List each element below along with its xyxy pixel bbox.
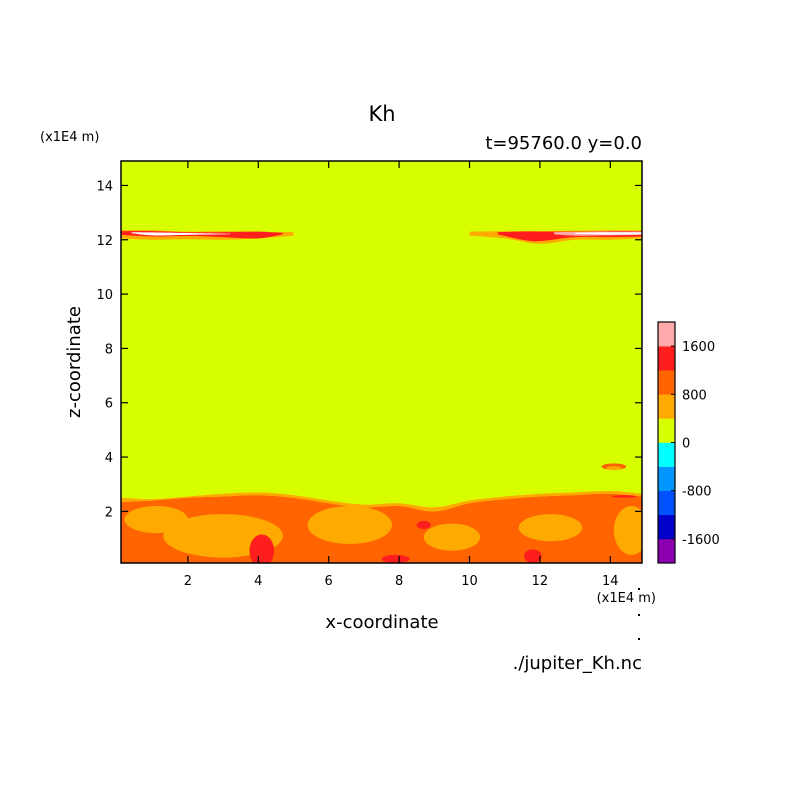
region-blob-d bbox=[423, 523, 481, 551]
y-tick-label: 6 bbox=[105, 397, 113, 412]
x-tick-label: 8 bbox=[395, 574, 403, 589]
y-tick-label: 8 bbox=[105, 342, 113, 357]
colorbar-label: -1600 bbox=[682, 533, 720, 548]
region-blob-h bbox=[416, 520, 431, 530]
y-tick-label: 2 bbox=[105, 505, 113, 520]
region-lower-layer-light-orange bbox=[121, 490, 642, 512]
colorbar-swatch bbox=[658, 394, 675, 419]
colorbar-swatch bbox=[658, 370, 675, 395]
colorbar-swatch bbox=[658, 538, 675, 564]
region-upper-band-right-white bbox=[575, 232, 642, 235]
region-blob-i bbox=[524, 549, 542, 563]
region-blob-e bbox=[518, 514, 583, 542]
y-axis-label: z-coordinate bbox=[64, 306, 85, 418]
colorbar-swatch bbox=[658, 322, 675, 347]
x-unit-dots bbox=[638, 588, 640, 640]
y-unit-label: (x1E4 m) bbox=[40, 130, 99, 145]
region-upper-band-left-white bbox=[131, 232, 231, 236]
colorbar-label: -800 bbox=[682, 485, 712, 500]
colorbar-label: 800 bbox=[682, 388, 707, 403]
y-axis: 2 4 6 8 10 12 14 bbox=[96, 179, 642, 520]
region-blob-j bbox=[381, 554, 410, 563]
colorbar-swatch bbox=[658, 514, 675, 540]
x-axis-label: x-coordinate bbox=[325, 612, 438, 633]
y-tick-label: 12 bbox=[96, 234, 113, 249]
y-tick-label: 10 bbox=[96, 288, 113, 303]
colorbar-label: 0 bbox=[682, 437, 690, 452]
region-blob-k bbox=[612, 495, 637, 498]
x-tick-label: 2 bbox=[184, 574, 192, 589]
colorbar-swatch bbox=[658, 490, 675, 516]
plot-frame bbox=[120, 160, 643, 564]
x-tick-label: 10 bbox=[461, 574, 478, 589]
chart-title: Kh bbox=[368, 102, 395, 126]
x-tick-label: 14 bbox=[602, 574, 619, 589]
y-tick-label: 14 bbox=[96, 179, 113, 194]
colorbar: -1600 -800 0 800 1600 bbox=[657, 321, 720, 564]
region-blob-m bbox=[606, 466, 622, 470]
colorbar-swatch bbox=[658, 442, 675, 467]
source-file-label: ./jupiter_Kh.nc bbox=[513, 653, 642, 674]
x-tick-label: 12 bbox=[532, 574, 549, 589]
chart-subtitle: t=95760.0 y=0.0 bbox=[485, 133, 642, 154]
x-unit-label: (x1E4 m) bbox=[597, 591, 656, 606]
region-blob-f bbox=[613, 505, 642, 555]
colorbar-swatch bbox=[658, 346, 675, 371]
x-tick-label: 6 bbox=[325, 574, 333, 589]
x-axis: 2 4 6 8 10 12 14 bbox=[184, 161, 619, 589]
colorbar-label: 1600 bbox=[682, 340, 715, 355]
region-blob-c bbox=[307, 505, 393, 544]
y-tick-label: 4 bbox=[105, 451, 113, 466]
colorbar-swatch bbox=[658, 466, 675, 491]
colorbar-swatch bbox=[658, 418, 675, 443]
region-blob-g bbox=[249, 534, 275, 563]
plot-area bbox=[120, 160, 643, 564]
x-tick-label: 4 bbox=[254, 574, 262, 589]
